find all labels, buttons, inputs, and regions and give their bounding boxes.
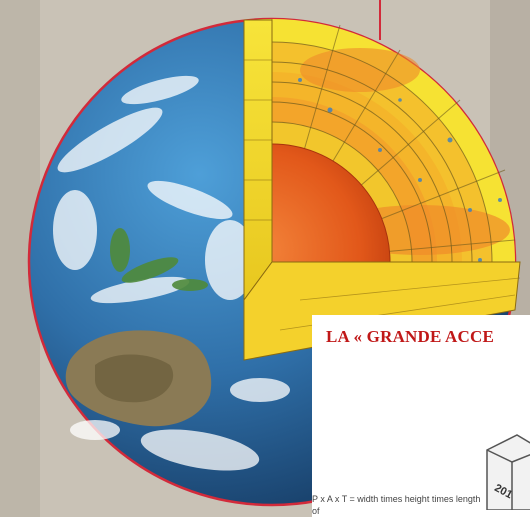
slide-inset: LA « GRANDE ACCE 201 P x A x T = width t… — [312, 315, 530, 517]
cut-face-vertical — [243, 19, 273, 302]
islands — [110, 228, 208, 291]
slide-caption: P x A x T = width times height times len… — [312, 494, 481, 516]
cloud-cover — [53, 75, 290, 471]
cube-icon — [486, 434, 530, 510]
earth-cutaway — [244, 19, 516, 310]
slide-title: LA « GRANDE ACCE — [326, 327, 495, 346]
